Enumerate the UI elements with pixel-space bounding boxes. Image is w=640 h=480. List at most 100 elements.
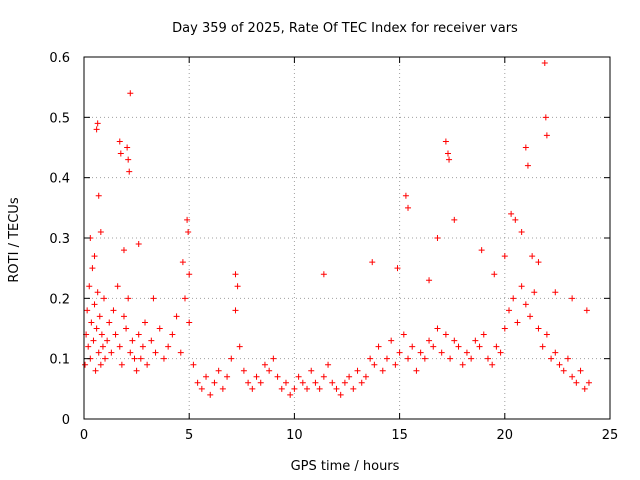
- data-point-marker: [560, 367, 567, 374]
- data-point-marker: [207, 391, 214, 398]
- data-point-marker: [126, 168, 133, 175]
- data-point-marker: [278, 385, 285, 392]
- data-point-marker: [362, 373, 369, 380]
- data-point-marker: [480, 331, 487, 338]
- data-point-marker: [116, 343, 123, 350]
- y-tick-label: 0.4: [49, 172, 70, 187]
- data-point-marker: [522, 144, 529, 151]
- data-point-marker: [120, 247, 127, 254]
- data-point-marker: [491, 271, 498, 278]
- data-point-marker: [388, 337, 395, 344]
- data-point-marker: [569, 295, 576, 302]
- data-point-marker: [215, 367, 222, 374]
- data-point-marker: [95, 192, 102, 199]
- data-point-marker: [396, 349, 403, 356]
- data-point-marker: [468, 355, 475, 362]
- data-point-marker: [240, 367, 247, 374]
- data-point-marker: [117, 150, 124, 157]
- data-point-marker: [543, 132, 550, 139]
- data-point-marker: [186, 271, 193, 278]
- data-point-marker: [118, 361, 125, 368]
- x-tick-label: 25: [602, 428, 619, 443]
- data-point-marker: [100, 295, 107, 302]
- data-point-marker: [124, 144, 131, 151]
- data-point-marker: [266, 367, 273, 374]
- data-point-marker: [127, 349, 134, 356]
- data-point-marker: [394, 265, 401, 272]
- y-tick-labels: 0 0.1 0.2 0.3 0.4 0.5 0.6: [49, 51, 70, 428]
- data-point-marker: [253, 373, 260, 380]
- data-point-marker: [291, 385, 298, 392]
- data-point-marker: [106, 319, 113, 326]
- data-point-marker: [421, 355, 428, 362]
- data-point-marker: [493, 343, 500, 350]
- data-point-marker: [96, 313, 103, 320]
- data-point-marker: [392, 361, 399, 368]
- data-point-marker: [139, 343, 146, 350]
- data-point-marker: [459, 361, 466, 368]
- data-point-marker: [527, 313, 534, 320]
- y-tick-label: 0.1: [49, 353, 70, 368]
- data-point-marker: [131, 355, 138, 362]
- data-point-marker: [478, 247, 485, 254]
- data-point-marker: [409, 343, 416, 350]
- data-point-marker: [529, 253, 536, 260]
- data-point-marker: [270, 355, 277, 362]
- data-point-marker: [371, 361, 378, 368]
- data-point-marker: [501, 253, 508, 260]
- x-tick-label: 20: [497, 428, 514, 443]
- y-tick-label: 0.5: [49, 111, 70, 126]
- data-point-marker: [508, 210, 515, 217]
- data-point-marker: [442, 331, 449, 338]
- data-point-marker: [99, 343, 106, 350]
- data-point-marker: [82, 361, 89, 368]
- data-point-marker: [434, 235, 441, 241]
- data-point-marker: [472, 337, 479, 344]
- data-point-marker: [295, 373, 302, 380]
- data-point-marker: [125, 156, 132, 163]
- data-point-marker: [114, 283, 121, 290]
- data-point-marker: [512, 216, 519, 223]
- data-point-marker: [413, 367, 420, 374]
- data-point-marker: [261, 361, 268, 368]
- data-point-marker: [569, 373, 576, 380]
- data-point-marker: [104, 337, 111, 344]
- data-point-marker: [531, 289, 538, 296]
- data-point-marker: [88, 319, 95, 326]
- data-point-marker: [94, 289, 101, 296]
- data-point-marker: [224, 373, 231, 380]
- data-point-marker: [442, 138, 449, 145]
- x-tick-label: 10: [286, 428, 303, 443]
- data-point-marker: [585, 379, 592, 386]
- data-point-marker: [102, 355, 109, 362]
- data-point-marker: [573, 379, 580, 386]
- data-point-marker: [129, 337, 136, 344]
- grid-lines: [84, 57, 610, 419]
- data-point-marker: [274, 373, 281, 380]
- data-point-marker: [430, 343, 437, 350]
- data-point-marker: [85, 343, 92, 350]
- data-point-marker: [95, 349, 102, 356]
- data-point-marker: [375, 343, 382, 350]
- data-point-marker: [501, 325, 508, 332]
- data-point-marker: [506, 307, 513, 314]
- data-point-marker: [383, 355, 390, 362]
- data-point-marker: [110, 307, 117, 314]
- data-point-marker: [94, 120, 101, 127]
- data-point-marker: [232, 307, 239, 314]
- data-point-marker: [89, 265, 96, 272]
- data-point-marker: [524, 162, 531, 169]
- data-point-marker: [299, 379, 306, 386]
- data-point-marker: [438, 349, 445, 356]
- data-point-marker: [379, 367, 386, 374]
- data-point-marker: [564, 355, 571, 362]
- data-point-marker: [177, 349, 184, 356]
- data-point-marker: [282, 379, 289, 386]
- data-point-marker: [232, 271, 239, 278]
- data-point-marker: [91, 301, 98, 308]
- x-tick-labels: 0 5 10 15 20 25: [80, 428, 618, 443]
- data-point-marker: [257, 379, 264, 386]
- data-point-marker: [228, 355, 235, 362]
- data-point-marker: [120, 313, 127, 320]
